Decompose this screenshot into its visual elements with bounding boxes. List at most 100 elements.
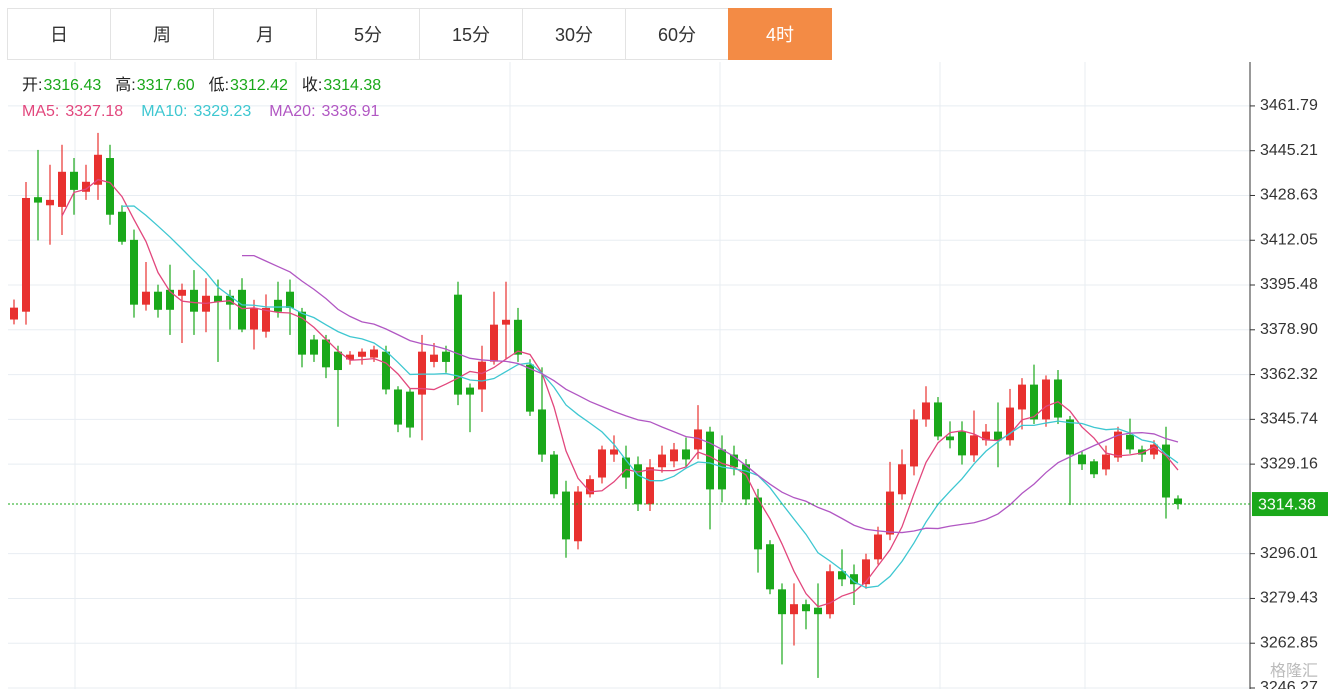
info-label: 收:: [302, 76, 322, 94]
tab[interactable]: 15分: [419, 8, 523, 60]
candle-body: [838, 571, 846, 580]
candle-body: [430, 354, 438, 362]
candle-body: [934, 402, 942, 437]
candle-body: [886, 491, 894, 535]
info-label: 低:: [209, 76, 229, 94]
ma-label: MA5:: [22, 103, 59, 120]
ma-value: 3336.91: [322, 103, 380, 120]
ma-value: 3327.18: [65, 103, 123, 120]
candle-body: [514, 319, 522, 355]
candle-body: [406, 391, 414, 428]
candle-body: [70, 171, 78, 190]
last-price-label: 3314.38: [1258, 496, 1316, 513]
tab[interactable]: 30分: [522, 8, 626, 60]
candle-body: [358, 351, 366, 357]
y-tick-label: 3296.01: [1260, 545, 1318, 562]
info-label: 开:: [22, 77, 42, 94]
ma-line: [121, 205, 1179, 589]
candle-body: [958, 431, 966, 456]
candle-body: [46, 199, 54, 206]
candle-body: [550, 454, 558, 495]
candle-body: [694, 429, 702, 450]
candle-body: [490, 324, 498, 362]
candle-body: [682, 449, 690, 460]
candle-body: [658, 454, 666, 468]
candle-body: [418, 351, 426, 395]
candle-body: [982, 431, 990, 441]
candle-body: [994, 431, 1002, 441]
candle-body: [130, 239, 138, 305]
candle-body: [1162, 444, 1170, 498]
y-tick-label: 3461.79: [1260, 97, 1318, 114]
candle-body: [166, 289, 174, 310]
y-tick-label: 3246.27: [1260, 679, 1318, 689]
candle-body: [1114, 431, 1122, 458]
candle-body: [478, 361, 486, 390]
candle-body: [538, 409, 546, 455]
info-value: 3317.60: [137, 77, 195, 94]
candle-body: [262, 307, 270, 332]
candle-body: [94, 154, 102, 185]
candle-body: [610, 449, 618, 455]
candle-body: [118, 211, 126, 242]
candle-body: [814, 607, 822, 615]
candle-body: [622, 457, 630, 478]
candle-body: [1126, 434, 1134, 450]
candle-body: [394, 389, 402, 425]
candle-body: [754, 497, 762, 550]
candle-body: [790, 604, 798, 615]
candle-body: [706, 431, 714, 490]
candle-body: [778, 589, 786, 615]
candle-body: [238, 289, 246, 330]
candle-body: [346, 354, 354, 360]
candle-body: [742, 464, 750, 500]
info-value: 3312.42: [230, 77, 288, 94]
candle-body: [670, 449, 678, 462]
candle-body: [826, 571, 834, 615]
candle-body: [898, 464, 906, 495]
tab[interactable]: 日: [7, 8, 111, 60]
y-tick-label: 3428.63: [1260, 187, 1318, 204]
tab[interactable]: 周: [110, 8, 214, 60]
candle-body: [766, 544, 774, 590]
candle-body: [154, 291, 162, 310]
candle-body: [370, 349, 378, 358]
candle-body: [874, 534, 882, 560]
candle-body: [1138, 449, 1146, 455]
tab-bar: 日周月 5分 15分 30分 60分 4时: [7, 8, 832, 60]
candle-body: [286, 291, 294, 308]
y-tick-label: 3395.48: [1260, 276, 1318, 293]
candle-body: [586, 479, 594, 495]
y-tick-label: 3345.74: [1260, 411, 1318, 428]
candle-body: [574, 491, 582, 542]
tab[interactable]: 5分: [316, 8, 420, 60]
candle-body: [634, 464, 642, 505]
ma-label: MA20:: [269, 103, 315, 120]
ma-value: 3329.23: [193, 103, 251, 120]
tab[interactable]: 月: [213, 8, 317, 60]
tab[interactable]: 4时: [728, 8, 832, 60]
candle-body: [1066, 419, 1074, 455]
candle-body: [34, 197, 42, 203]
candle-body: [1090, 461, 1098, 475]
last-price-box: [1252, 492, 1328, 517]
candle-body: [190, 289, 198, 312]
candle-body: [862, 559, 870, 585]
candle-body: [1150, 444, 1158, 455]
candle-body: [646, 467, 654, 505]
candle-body: [970, 435, 978, 456]
tab[interactable]: 60分: [625, 8, 729, 60]
ma-line: [61, 178, 1179, 608]
y-tick-label: 3378.90: [1260, 321, 1318, 338]
candle-body: [250, 307, 258, 330]
candle-body: [1042, 379, 1050, 420]
info-value: 3314.38: [323, 77, 381, 94]
info-value: 3316.43: [43, 77, 101, 94]
ma-label: MA10:: [141, 103, 187, 120]
candle-body: [850, 574, 858, 585]
candle-body: [1018, 384, 1026, 410]
candle-body: [22, 197, 30, 312]
candle-body: [1030, 384, 1038, 420]
candle-body: [1006, 407, 1014, 441]
